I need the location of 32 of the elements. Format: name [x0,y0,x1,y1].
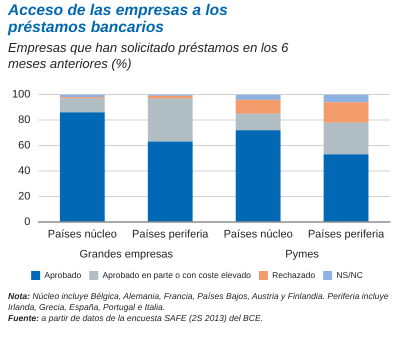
bar [236,100,281,114]
text: Pymes [285,248,320,261]
bar [148,142,193,222]
x-tick-label: Países periferia [308,228,386,240]
bar [148,98,193,142]
source-note: Fuente: a partir de datos de la encuesta SAFE (2S 2013) del BCE. [8,313,264,324]
legend-label: Aprobado en parte o con coste elevado [102,270,252,280]
bar [324,94,368,102]
legend-label: Aprobado [44,270,82,280]
legend-label: Rechazado [272,270,316,280]
bar [324,122,368,154]
bar [60,112,105,222]
bar [60,98,105,112]
text: Nota: Núcleo incluye Bélgica, Alemania, Francia, Países Bajos, Austria y Finlandia. Periferia incluye Irlanda, Grecia, España, Portugal e Italia. [8,291,390,313]
bar [236,114,281,130]
y-tick-label: 80 [18,114,30,126]
y-tick-label: 60 [18,140,30,152]
x-tick-label: Países núcleo [48,228,117,240]
y-tick-label: 100 [12,88,30,101]
y-tick-label: 40 [18,164,30,177]
chart-title: Acceso de las empresas a los préstamos bancarios [8,2,229,36]
x-tick-label: Países núcleo [224,228,293,240]
y-tick-label: 0 [24,216,30,228]
legend-label: NS/NC [336,270,363,280]
bar [148,96,193,98]
x-tick-label: Países periferia [132,228,210,240]
bar [324,154,368,222]
bar [236,130,281,222]
text: Grandes empresas [79,248,174,261]
chart-subtitle: Empresas que han solicitado préstamos en los 6 meses anteriores (%) [8,40,290,72]
bar [324,102,368,123]
y-tick-label: 20 [18,190,30,202]
